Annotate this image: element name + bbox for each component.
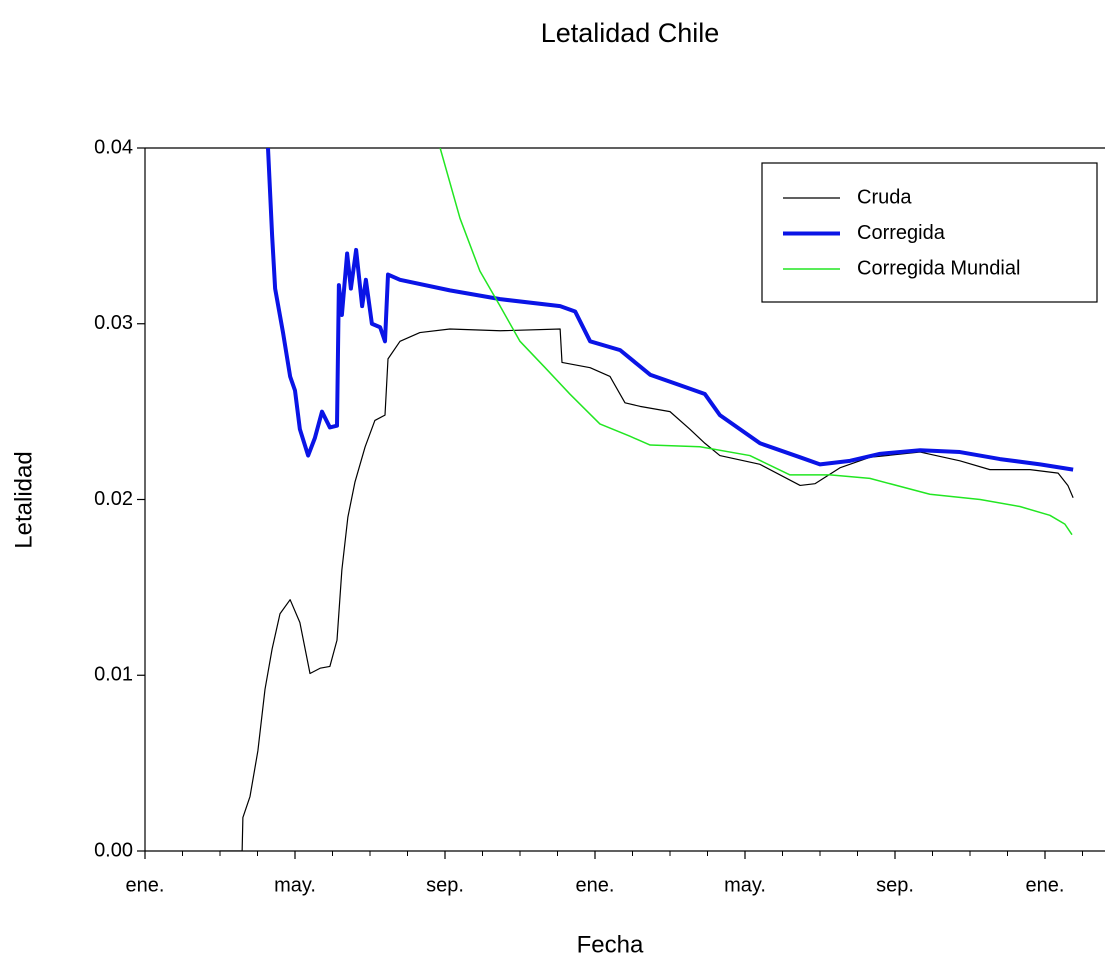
x-axis-label: Fecha	[577, 931, 644, 958]
plot-area	[220, 148, 1074, 851]
legend-label: Corregida	[857, 222, 946, 244]
x-tick-label: sep.	[426, 874, 464, 896]
series-line	[220, 328, 1074, 851]
x-tick-label: may.	[724, 874, 766, 896]
y-tick-label: 0.03	[94, 312, 133, 334]
x-tick-label: ene.	[576, 874, 615, 896]
y-tick-label: 0.00	[94, 839, 133, 861]
x-tick-label: ene.	[1026, 874, 1065, 896]
y-tick-label: 0.01	[94, 664, 133, 686]
chart-title: Letalidad Chile	[541, 18, 720, 48]
y-tick-label: 0.02	[94, 488, 133, 510]
x-tick-label: sep.	[876, 874, 914, 896]
legend-label: Cruda	[857, 186, 912, 208]
y-axis-label: Letalidad	[10, 451, 37, 548]
y-tick-label: 0.04	[94, 136, 133, 158]
series-line	[439, 148, 1073, 536]
x-tick-label: may.	[274, 874, 316, 896]
series-line	[266, 148, 1074, 472]
legend-label: Corregida Mundial	[857, 257, 1020, 279]
x-tick-label: ene.	[126, 874, 165, 896]
